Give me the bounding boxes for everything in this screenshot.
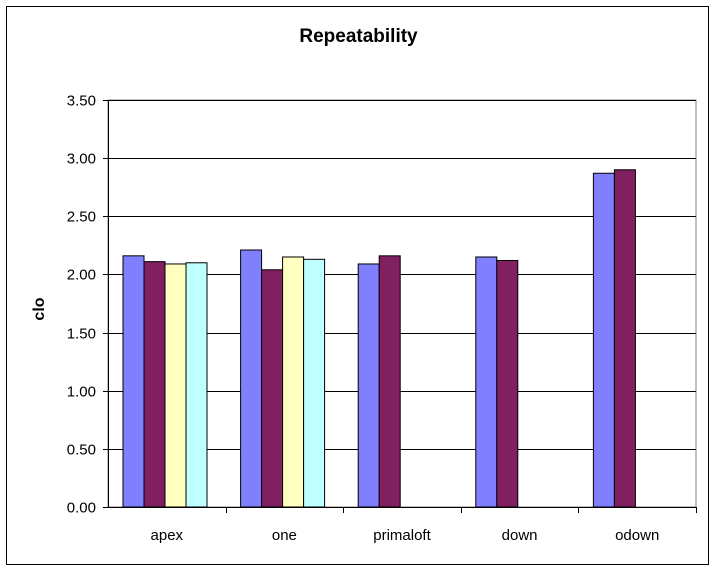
x-tick-label: odown	[615, 527, 659, 544]
bar	[357, 263, 380, 508]
bar	[261, 269, 284, 508]
bar	[185, 262, 208, 508]
y-tick-label: 0.50	[67, 442, 96, 459]
y-axis-label: clo	[31, 297, 48, 320]
bar	[240, 249, 263, 508]
x-tick-label: apex	[151, 527, 184, 544]
x-tick-label: primaloft	[373, 527, 431, 544]
bar	[122, 255, 145, 508]
y-tick-label: 3.50	[67, 93, 96, 110]
chart-title: Repeatability	[299, 26, 418, 47]
y-tick-label: 2.50	[67, 209, 96, 226]
y-tick-label: 2.00	[67, 267, 96, 284]
bar	[164, 263, 187, 508]
bar	[303, 258, 326, 508]
bar	[475, 256, 498, 508]
bar	[378, 255, 401, 508]
bar	[496, 259, 519, 508]
bar	[592, 172, 615, 508]
bar	[143, 261, 166, 508]
y-tick-label: 1.00	[67, 384, 96, 401]
y-tick-label: 3.00	[67, 151, 96, 168]
bar	[613, 169, 636, 508]
x-tick-label: one	[272, 527, 297, 544]
y-tick-label: 0.00	[67, 500, 96, 517]
x-tick-label: down	[502, 527, 538, 544]
plot-area: 0.00 0.50 1.00 1.50 2.00 2.50 3.00 3.50 apex one p…	[67, 93, 697, 544]
y-tick-label: 1.50	[67, 326, 96, 343]
bar	[282, 256, 305, 508]
